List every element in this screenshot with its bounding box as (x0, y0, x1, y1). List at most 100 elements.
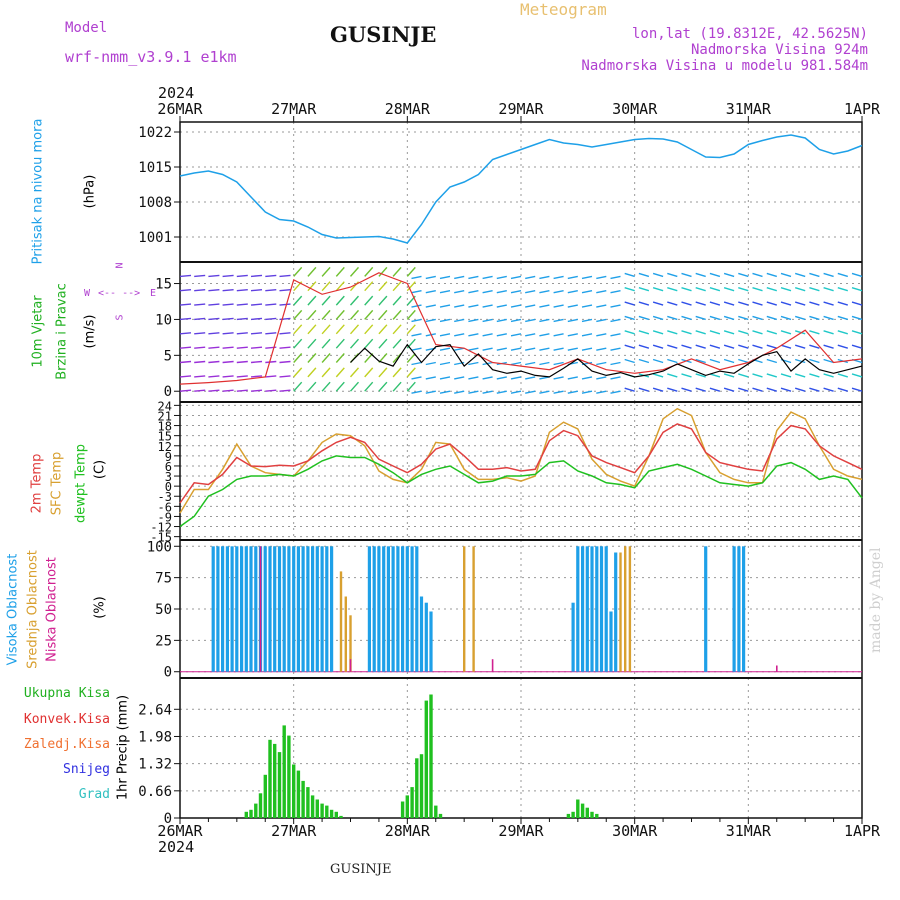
wind-barb (364, 338, 374, 349)
wind-barb (780, 287, 792, 292)
wind-barb (364, 266, 374, 277)
wind-barb (335, 367, 345, 378)
wind-barb (208, 360, 220, 364)
wind-barb (709, 387, 721, 392)
cloud-high-bar (571, 602, 575, 672)
wind-barb (624, 330, 635, 335)
wind-barb (709, 287, 721, 292)
wind-barb (709, 301, 721, 306)
x-tick-label-bottom: 31MAR (726, 822, 772, 840)
wind-barb (738, 330, 749, 335)
wind-barb (279, 274, 291, 278)
wind-barb (349, 266, 360, 277)
wind-barb (411, 290, 422, 294)
wind-barb (406, 381, 416, 392)
x-tick-label-top: 29MAR (498, 100, 544, 118)
wind-barb (468, 333, 479, 337)
wind-barb (321, 381, 331, 392)
wind-barb (780, 373, 792, 378)
wind-barb (482, 390, 493, 394)
wind-barb (794, 330, 806, 335)
wind-barb (738, 301, 749, 306)
y-tick-label: 1.98 (138, 729, 172, 745)
wind-barb (638, 301, 650, 306)
y-tick-label: -12 (150, 521, 172, 535)
model-label: Model (65, 20, 108, 36)
temp-2m-line (179, 423, 863, 504)
wind-barb (738, 358, 749, 364)
wind-barb (610, 318, 621, 323)
y-tick-label: 0 (164, 665, 172, 681)
y-tick-label: 0 (165, 480, 172, 494)
precip-bar (424, 700, 428, 818)
wind-barb (553, 290, 564, 294)
wind-barb (723, 358, 735, 364)
wind-barb (652, 373, 664, 378)
wind-barb (194, 303, 206, 306)
y-tick-label: 0 (164, 384, 172, 400)
y-tick-label: 1015 (138, 160, 172, 176)
wind-barb (321, 309, 331, 320)
compass-west: W (84, 288, 91, 299)
wind-barb (752, 287, 763, 292)
cloud-high-bar (292, 546, 296, 672)
wind-barb (307, 381, 317, 392)
wind-barb (567, 347, 578, 351)
wind-barb (335, 295, 345, 306)
wind-barb (837, 330, 849, 335)
wind-barb (364, 295, 374, 306)
wind-barb (293, 309, 303, 320)
cloud-high-bar (405, 546, 409, 672)
wind-barb (823, 330, 834, 335)
cloud-high-bar (244, 546, 248, 672)
cloud-high-bar (732, 546, 736, 672)
wind-barb (752, 344, 763, 349)
wind-barb (250, 303, 263, 306)
precip-bar (434, 805, 438, 818)
wind-barb (392, 367, 402, 378)
wind-barb (439, 376, 451, 380)
wind-barb (439, 318, 451, 323)
precip-bar (268, 739, 272, 818)
cloud-high-bar (737, 546, 741, 672)
wind-barb (723, 315, 735, 321)
wind-barb (293, 266, 303, 277)
wind-barb (236, 303, 248, 306)
wind-barb (279, 332, 291, 335)
wind-barb (378, 338, 388, 349)
wind-barb (581, 376, 593, 380)
precip-bar (244, 811, 248, 818)
wind-barb (468, 290, 479, 294)
wind-barb (695, 344, 706, 349)
wind-barb (194, 274, 206, 278)
wind-barb (752, 272, 763, 278)
wind-barb (236, 389, 248, 392)
wind-barb (194, 289, 206, 292)
wind-barb (610, 347, 621, 351)
cloud-high-bar (268, 546, 272, 672)
wind-barb (321, 295, 331, 306)
wind-barb (265, 289, 277, 292)
wind-barb (723, 330, 735, 335)
wind-barb (406, 367, 416, 378)
wind-barb (179, 303, 192, 306)
cloud-high-bar (419, 596, 424, 672)
wind-barb (652, 287, 664, 292)
wind-barb (681, 344, 692, 349)
wind-barb (837, 387, 849, 392)
wind-barb (250, 346, 263, 349)
wind-barb (496, 290, 507, 294)
wind-barb (695, 330, 706, 335)
wind-barb (738, 373, 749, 378)
wind-barb (468, 275, 479, 280)
precip-legend-hail: Grad (78, 787, 110, 802)
wind-barb (667, 301, 678, 306)
wind-barb (766, 301, 778, 306)
cloud-high-bar (599, 546, 604, 672)
wind-barb (780, 387, 792, 392)
wind-barb (624, 387, 635, 392)
wind-barb (208, 289, 220, 292)
wind-barb (222, 360, 234, 364)
footer-title: GUSINJE (330, 862, 392, 877)
wind-barb (837, 344, 849, 349)
